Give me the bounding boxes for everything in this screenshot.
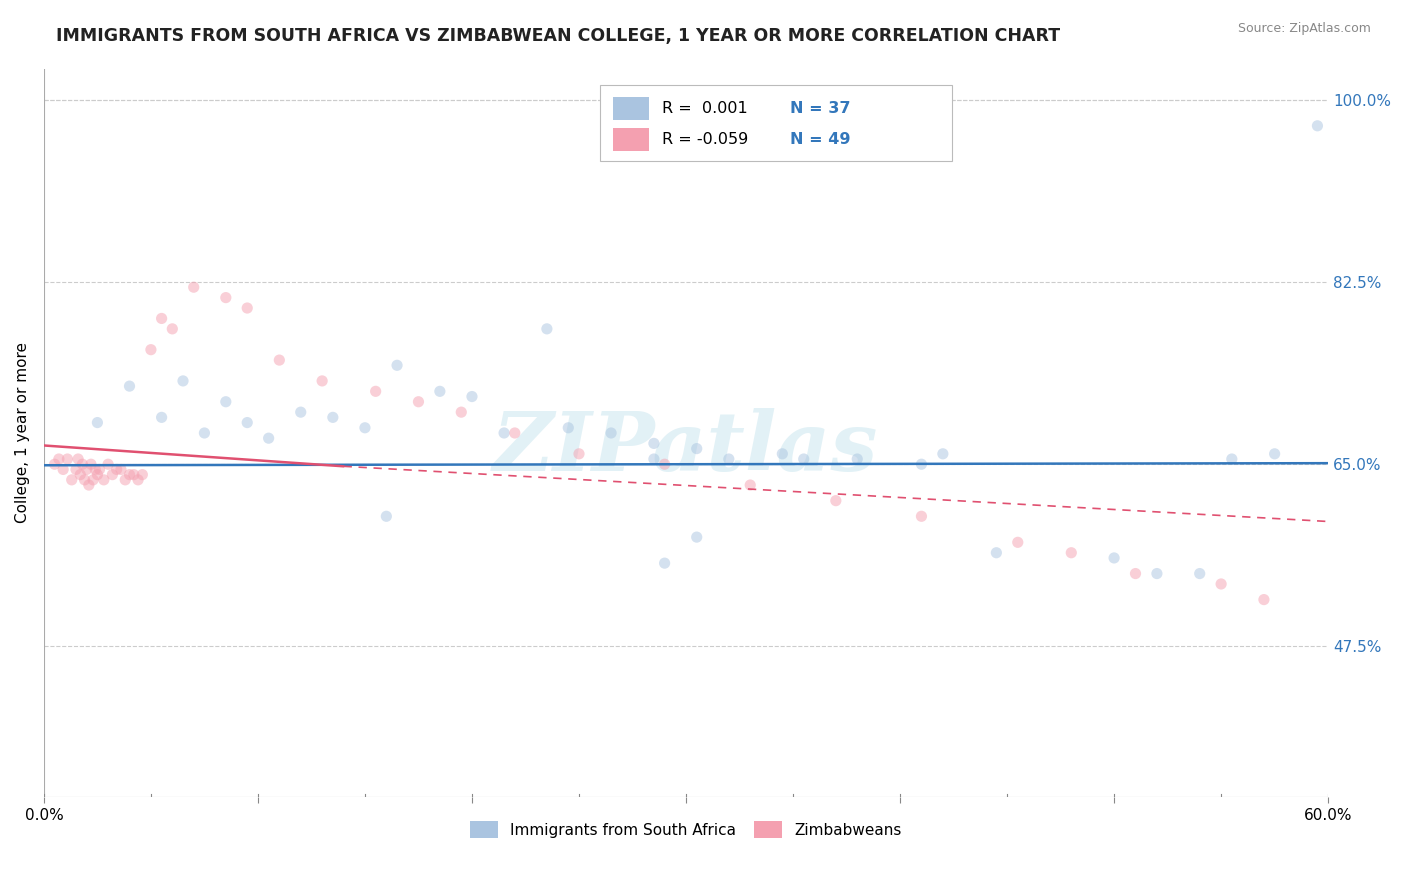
- Point: [97, 457, 120, 471]
- Point: [375, 509, 398, 524]
- Point: [568, 447, 591, 461]
- Point: [311, 374, 333, 388]
- Point: [269, 353, 291, 368]
- Point: [686, 530, 709, 544]
- Point: [162, 322, 184, 336]
- Point: [643, 452, 665, 467]
- Point: [686, 442, 709, 456]
- Point: [236, 301, 259, 315]
- Point: [557, 421, 579, 435]
- Point: [364, 384, 387, 399]
- Point: [93, 473, 115, 487]
- Point: [654, 556, 676, 570]
- Point: [114, 473, 136, 487]
- Point: [654, 457, 676, 471]
- Point: [1306, 119, 1329, 133]
- Legend: Immigrants from South Africa, Zimbabweans: Immigrants from South Africa, Zimbabwean…: [464, 814, 908, 845]
- Point: [127, 473, 149, 487]
- Point: [408, 394, 430, 409]
- Point: [1253, 592, 1275, 607]
- Point: [84, 462, 107, 476]
- Point: [60, 473, 83, 487]
- Point: [139, 343, 162, 357]
- FancyBboxPatch shape: [613, 128, 648, 151]
- Text: Source: ZipAtlas.com: Source: ZipAtlas.com: [1237, 22, 1371, 36]
- Point: [450, 405, 472, 419]
- Point: [770, 447, 793, 461]
- Point: [536, 322, 558, 336]
- Point: [105, 462, 128, 476]
- Point: [1007, 535, 1029, 549]
- Point: [82, 473, 104, 487]
- Point: [86, 467, 108, 482]
- Point: [740, 478, 762, 492]
- Point: [76, 462, 98, 476]
- Point: [429, 384, 451, 399]
- Point: [150, 311, 173, 326]
- Point: [600, 425, 623, 440]
- Point: [67, 452, 90, 467]
- Point: [80, 457, 103, 471]
- Point: [77, 478, 100, 492]
- Point: [986, 546, 1008, 560]
- Text: N = 49: N = 49: [790, 132, 851, 146]
- Point: [1188, 566, 1211, 581]
- Point: [503, 425, 526, 440]
- Point: [1264, 447, 1286, 461]
- Point: [354, 421, 377, 435]
- Point: [385, 359, 408, 373]
- Point: [494, 425, 516, 440]
- Point: [73, 473, 96, 487]
- Point: [118, 467, 141, 482]
- Point: [932, 447, 955, 461]
- Point: [69, 467, 91, 482]
- Point: [215, 394, 238, 409]
- Text: ZIPatlas: ZIPatlas: [494, 408, 879, 488]
- Point: [1220, 452, 1243, 467]
- Point: [72, 457, 94, 471]
- Y-axis label: College, 1 year or more: College, 1 year or more: [15, 343, 30, 524]
- Point: [122, 467, 145, 482]
- Point: [150, 410, 173, 425]
- Point: [793, 452, 815, 467]
- Text: R =  0.001: R = 0.001: [662, 101, 748, 116]
- Text: N = 37: N = 37: [790, 101, 851, 116]
- Text: R = -0.059: R = -0.059: [662, 132, 748, 146]
- Point: [1125, 566, 1147, 581]
- Point: [824, 493, 846, 508]
- Point: [461, 390, 484, 404]
- Point: [193, 425, 215, 440]
- Point: [322, 410, 344, 425]
- FancyBboxPatch shape: [613, 97, 648, 120]
- Point: [910, 509, 932, 524]
- Point: [56, 452, 79, 467]
- Point: [48, 452, 70, 467]
- Point: [89, 462, 111, 476]
- Point: [717, 452, 740, 467]
- Point: [118, 379, 141, 393]
- Point: [1146, 566, 1168, 581]
- Point: [643, 436, 665, 450]
- Point: [172, 374, 194, 388]
- FancyBboxPatch shape: [600, 86, 952, 161]
- Point: [101, 467, 124, 482]
- Point: [910, 457, 932, 471]
- Point: [215, 291, 238, 305]
- Point: [131, 467, 153, 482]
- Point: [183, 280, 205, 294]
- Point: [290, 405, 312, 419]
- Point: [1060, 546, 1083, 560]
- Point: [52, 462, 75, 476]
- Point: [1211, 577, 1233, 591]
- Point: [1102, 550, 1125, 565]
- Point: [236, 416, 259, 430]
- Point: [846, 452, 869, 467]
- Point: [65, 462, 87, 476]
- Point: [110, 462, 132, 476]
- Text: IMMIGRANTS FROM SOUTH AFRICA VS ZIMBABWEAN COLLEGE, 1 YEAR OR MORE CORRELATION C: IMMIGRANTS FROM SOUTH AFRICA VS ZIMBABWE…: [56, 27, 1060, 45]
- Point: [86, 416, 108, 430]
- Point: [44, 457, 66, 471]
- Point: [257, 431, 280, 445]
